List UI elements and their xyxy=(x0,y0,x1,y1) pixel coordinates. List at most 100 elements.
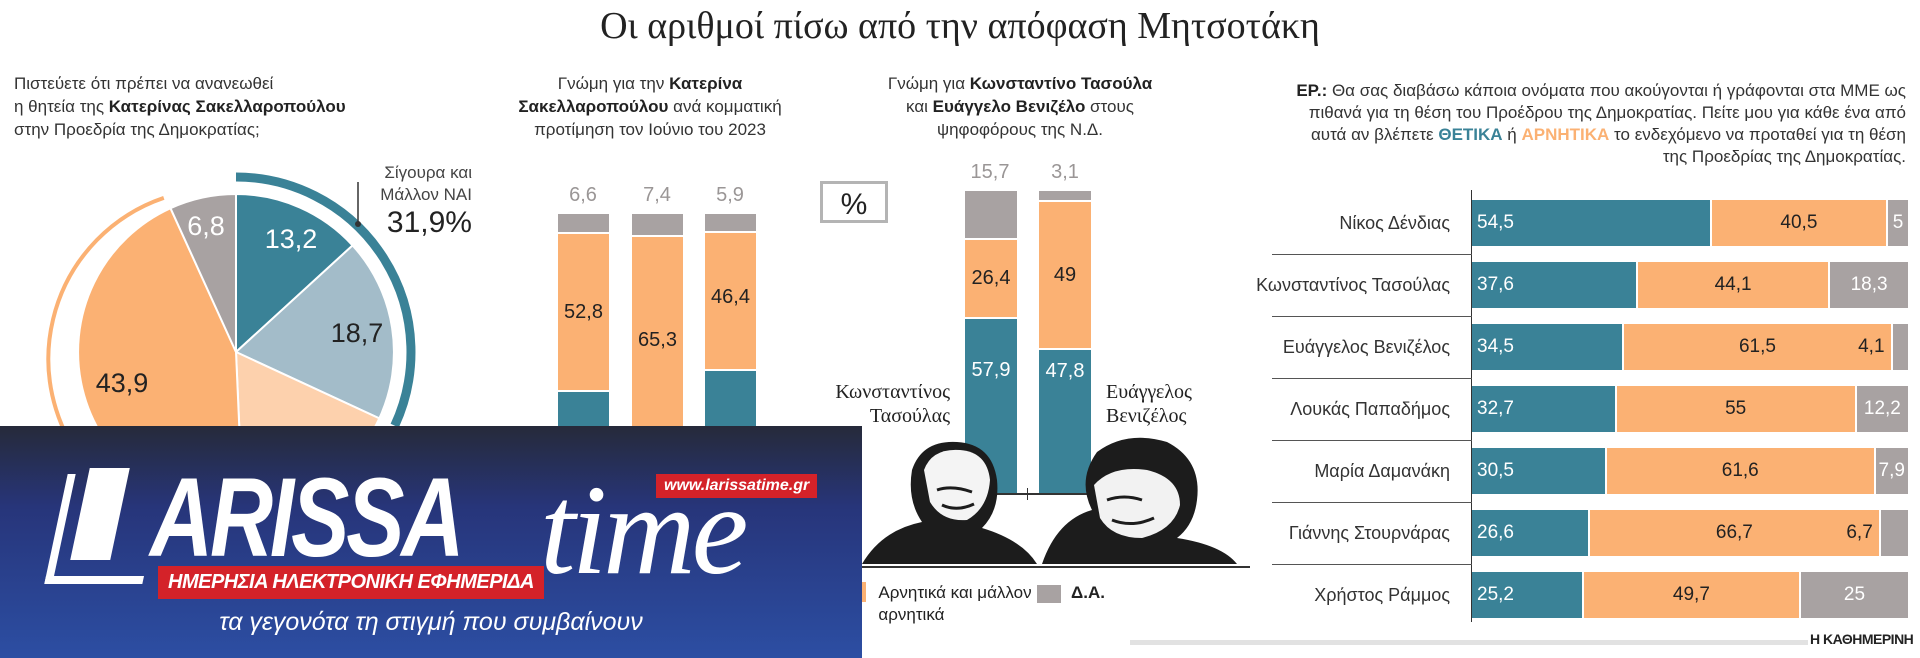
party-title-bold: Κατερίνα Σακελλαροπούλου xyxy=(518,74,743,116)
row-bars: 25,2 49,7 25 xyxy=(1472,572,1908,618)
seg-dk xyxy=(965,191,1017,238)
nd-baseline xyxy=(955,493,1105,495)
seg-dk: 7,9 xyxy=(1873,448,1908,494)
seg-dk xyxy=(558,214,609,232)
seg-negative-label: 61,5 xyxy=(1738,336,1776,357)
seg-dk: 18,3 xyxy=(1828,262,1908,308)
nd-title-post: στους ψηφοφόρους της Ν.Δ. xyxy=(936,97,1134,139)
seg-negative: 52,8 xyxy=(558,232,609,390)
page-title: Οι αριθμοί πίσω από την απόφαση Μητσοτάκ… xyxy=(600,5,1320,47)
yes-arc xyxy=(235,172,416,428)
pie-label-sure-yes: 13,2 xyxy=(265,224,318,254)
pie-label-dk: 6,8 xyxy=(187,211,225,241)
seg-negative: 61,6 xyxy=(1604,448,1874,494)
pie-label-rather-yes: 18,7 xyxy=(331,318,384,348)
row-separator xyxy=(1272,254,1472,255)
seg-negative: 66,7 6,7 xyxy=(1587,510,1879,556)
seg-positive: 30,5 xyxy=(1472,448,1605,494)
nd-title-pre: Γνώμη για xyxy=(887,74,970,93)
names-row-tasoulas: Κωνσταντίνος Τασούλας 37,6 44,1 18,3 xyxy=(1256,262,1920,308)
banner-subtitle: τα γεγονότα τη στιγμή που συμβαίνουν xyxy=(219,608,643,636)
pie-question: Πιστεύετε ότι πρέπει να ανανεωθεί η θητε… xyxy=(14,72,414,141)
seg-positive: 54,5 xyxy=(1472,200,1710,246)
row-name: Γιάννης Στουρνάρας xyxy=(1288,523,1450,543)
pie-yes-note: Σίγουρα και Μάλλον ΝΑΙ 31,9% xyxy=(330,162,472,240)
party-bar-1-dk-label: 6,6 xyxy=(569,184,597,206)
legend-negative-label: Αρνητικά και μάλλον αρνητικά xyxy=(878,583,1032,624)
venizelos-line2: Βενιζέλος xyxy=(1106,405,1187,427)
nd-bar-venizelos: 49 47,8 xyxy=(1039,191,1091,493)
larissatime-banner[interactable]: ARISSA time www.larissatime.gr ΗΜΕΡΗΣΙΑ … xyxy=(0,426,862,658)
pie-question-bold: Κατερίνας Σακελλαροπούλου xyxy=(108,97,346,116)
legend-dk: Δ.Α. xyxy=(1037,582,1105,604)
pie-question-line3: στην Προεδρία της Δημοκρατίας; xyxy=(14,120,260,139)
portrait-label-venizelos: Ευάγγελος Βενιζέλος xyxy=(1106,380,1236,428)
seg-positive: 26,6 xyxy=(1472,510,1588,556)
names-row-papadimos: Λουκάς Παπαδήμος 32,7 55 12,2 xyxy=(1272,386,1920,432)
pie-slice-sure-yes xyxy=(235,192,355,355)
nd-bar-1-dk-label: 15,7 xyxy=(970,161,1010,183)
seg-dk: 25 xyxy=(1798,572,1908,618)
tasoulas-line2: Τασούλας xyxy=(869,405,950,427)
row-separator xyxy=(1272,564,1472,565)
seg-negative: 46,4 xyxy=(705,231,756,369)
seg-negative-label: 66,7 xyxy=(1715,522,1753,543)
row-name: Ευάγγελος Βενιζέλος xyxy=(1282,337,1450,357)
row-name: Λουκάς Παπαδήμος xyxy=(1290,399,1450,419)
party-chart-title: Γνώμη για την Κατερίνα Σακελλαροπούλου α… xyxy=(508,72,792,141)
row-bars: 54,5 40,5 5 xyxy=(1472,200,1908,246)
nd-title-line1: Γνώμη για Κωνσταντίνο Τασούλα xyxy=(870,72,1170,95)
names-axis xyxy=(1471,190,1472,622)
pie-note-line2: Μάλλον ΝΑΙ xyxy=(380,185,472,204)
pie-label-sure-no: 43,9 xyxy=(96,368,149,398)
footer-rule xyxy=(1130,640,1808,645)
nd-title-bold1: Κωνσταντίνο Τασούλα xyxy=(969,74,1153,93)
pie-note-line1: Σίγουρα και xyxy=(384,163,472,182)
pie-question-line1: Πιστεύετε ότι πρέπει να ανανεωθεί xyxy=(14,74,274,93)
row-name: Μαρία Δαμανάκη xyxy=(1314,461,1450,481)
seg-negative: 44,1 xyxy=(1635,262,1829,308)
pie-chart: 13,2 18,7 43,9 6,8 xyxy=(46,172,416,440)
names-question: ΕΡ.: Θα σας διαβάσω κάποια ονόματα που α… xyxy=(1286,80,1906,168)
pie-question-line2: η θητεία της Κατερίνας Σακελλαροπούλου xyxy=(14,95,414,118)
row-bars: 26,6 66,7 6,7 xyxy=(1472,510,1908,556)
portraits-illustration xyxy=(862,437,1237,564)
seg-negative: 26,4 xyxy=(965,238,1017,317)
seg-dk: 5 xyxy=(1886,200,1908,246)
nd-title-mid: και xyxy=(906,97,933,116)
legend-swatch-dk xyxy=(1037,584,1061,603)
party-title-pre: Γνώμη για την xyxy=(557,74,670,93)
pie-pointer-dot xyxy=(355,221,361,227)
names-row-stournaras: Γιάννης Στουρνάρας 26,6 66,7 6,7 xyxy=(1272,510,1920,556)
seg-dk xyxy=(1878,510,1908,556)
legend-negative: Αρνητικά και μάλλον αρνητικά xyxy=(862,582,1042,626)
pie-slice-rather-yes xyxy=(234,243,395,420)
seg-negative: 65,3 xyxy=(632,235,683,444)
seg-positive: 34,5 xyxy=(1472,324,1623,370)
party-bar-3-dk-label: 5,9 xyxy=(716,184,744,206)
pie-slice-dk xyxy=(169,192,237,353)
row-separator xyxy=(1272,440,1472,441)
logo-main-text: ARISSA xyxy=(150,455,464,580)
row-separator xyxy=(1272,502,1472,503)
banner-url[interactable]: www.larissatime.gr xyxy=(656,474,818,498)
seg-positive: 47,8 xyxy=(1039,348,1091,493)
seg-dk-outside-label: 6,7 xyxy=(1846,522,1873,543)
party-bar-1: 52,8 xyxy=(558,214,609,444)
source-credit: Η ΚΑΘΗΜΕΡΙΝΗ xyxy=(1810,631,1914,647)
seg-positive: 37,6 xyxy=(1472,262,1636,308)
pie-question-text: η θητεία της xyxy=(14,97,109,116)
legend-swatch-negative xyxy=(862,582,867,602)
nd-bar-2-dk-label: 3,1 xyxy=(1051,161,1079,183)
legend-dk-label: Δ.Α. xyxy=(1071,583,1105,602)
seg-positive: 25,2 xyxy=(1472,572,1582,618)
portrait-label-tasoulas: Κωνσταντίνος Τασούλας xyxy=(820,380,950,428)
seg-dk: 12,2 xyxy=(1854,386,1908,432)
seg-dk xyxy=(632,214,683,235)
seg-negative: 49,7 xyxy=(1581,572,1799,618)
pie-slice-sure-no xyxy=(77,206,241,440)
seg-dk xyxy=(705,214,756,231)
tasoulas-portrait-icon xyxy=(862,441,1037,564)
pie-note-value: 31,9% xyxy=(386,206,472,239)
portrait-baseline xyxy=(862,566,1250,568)
